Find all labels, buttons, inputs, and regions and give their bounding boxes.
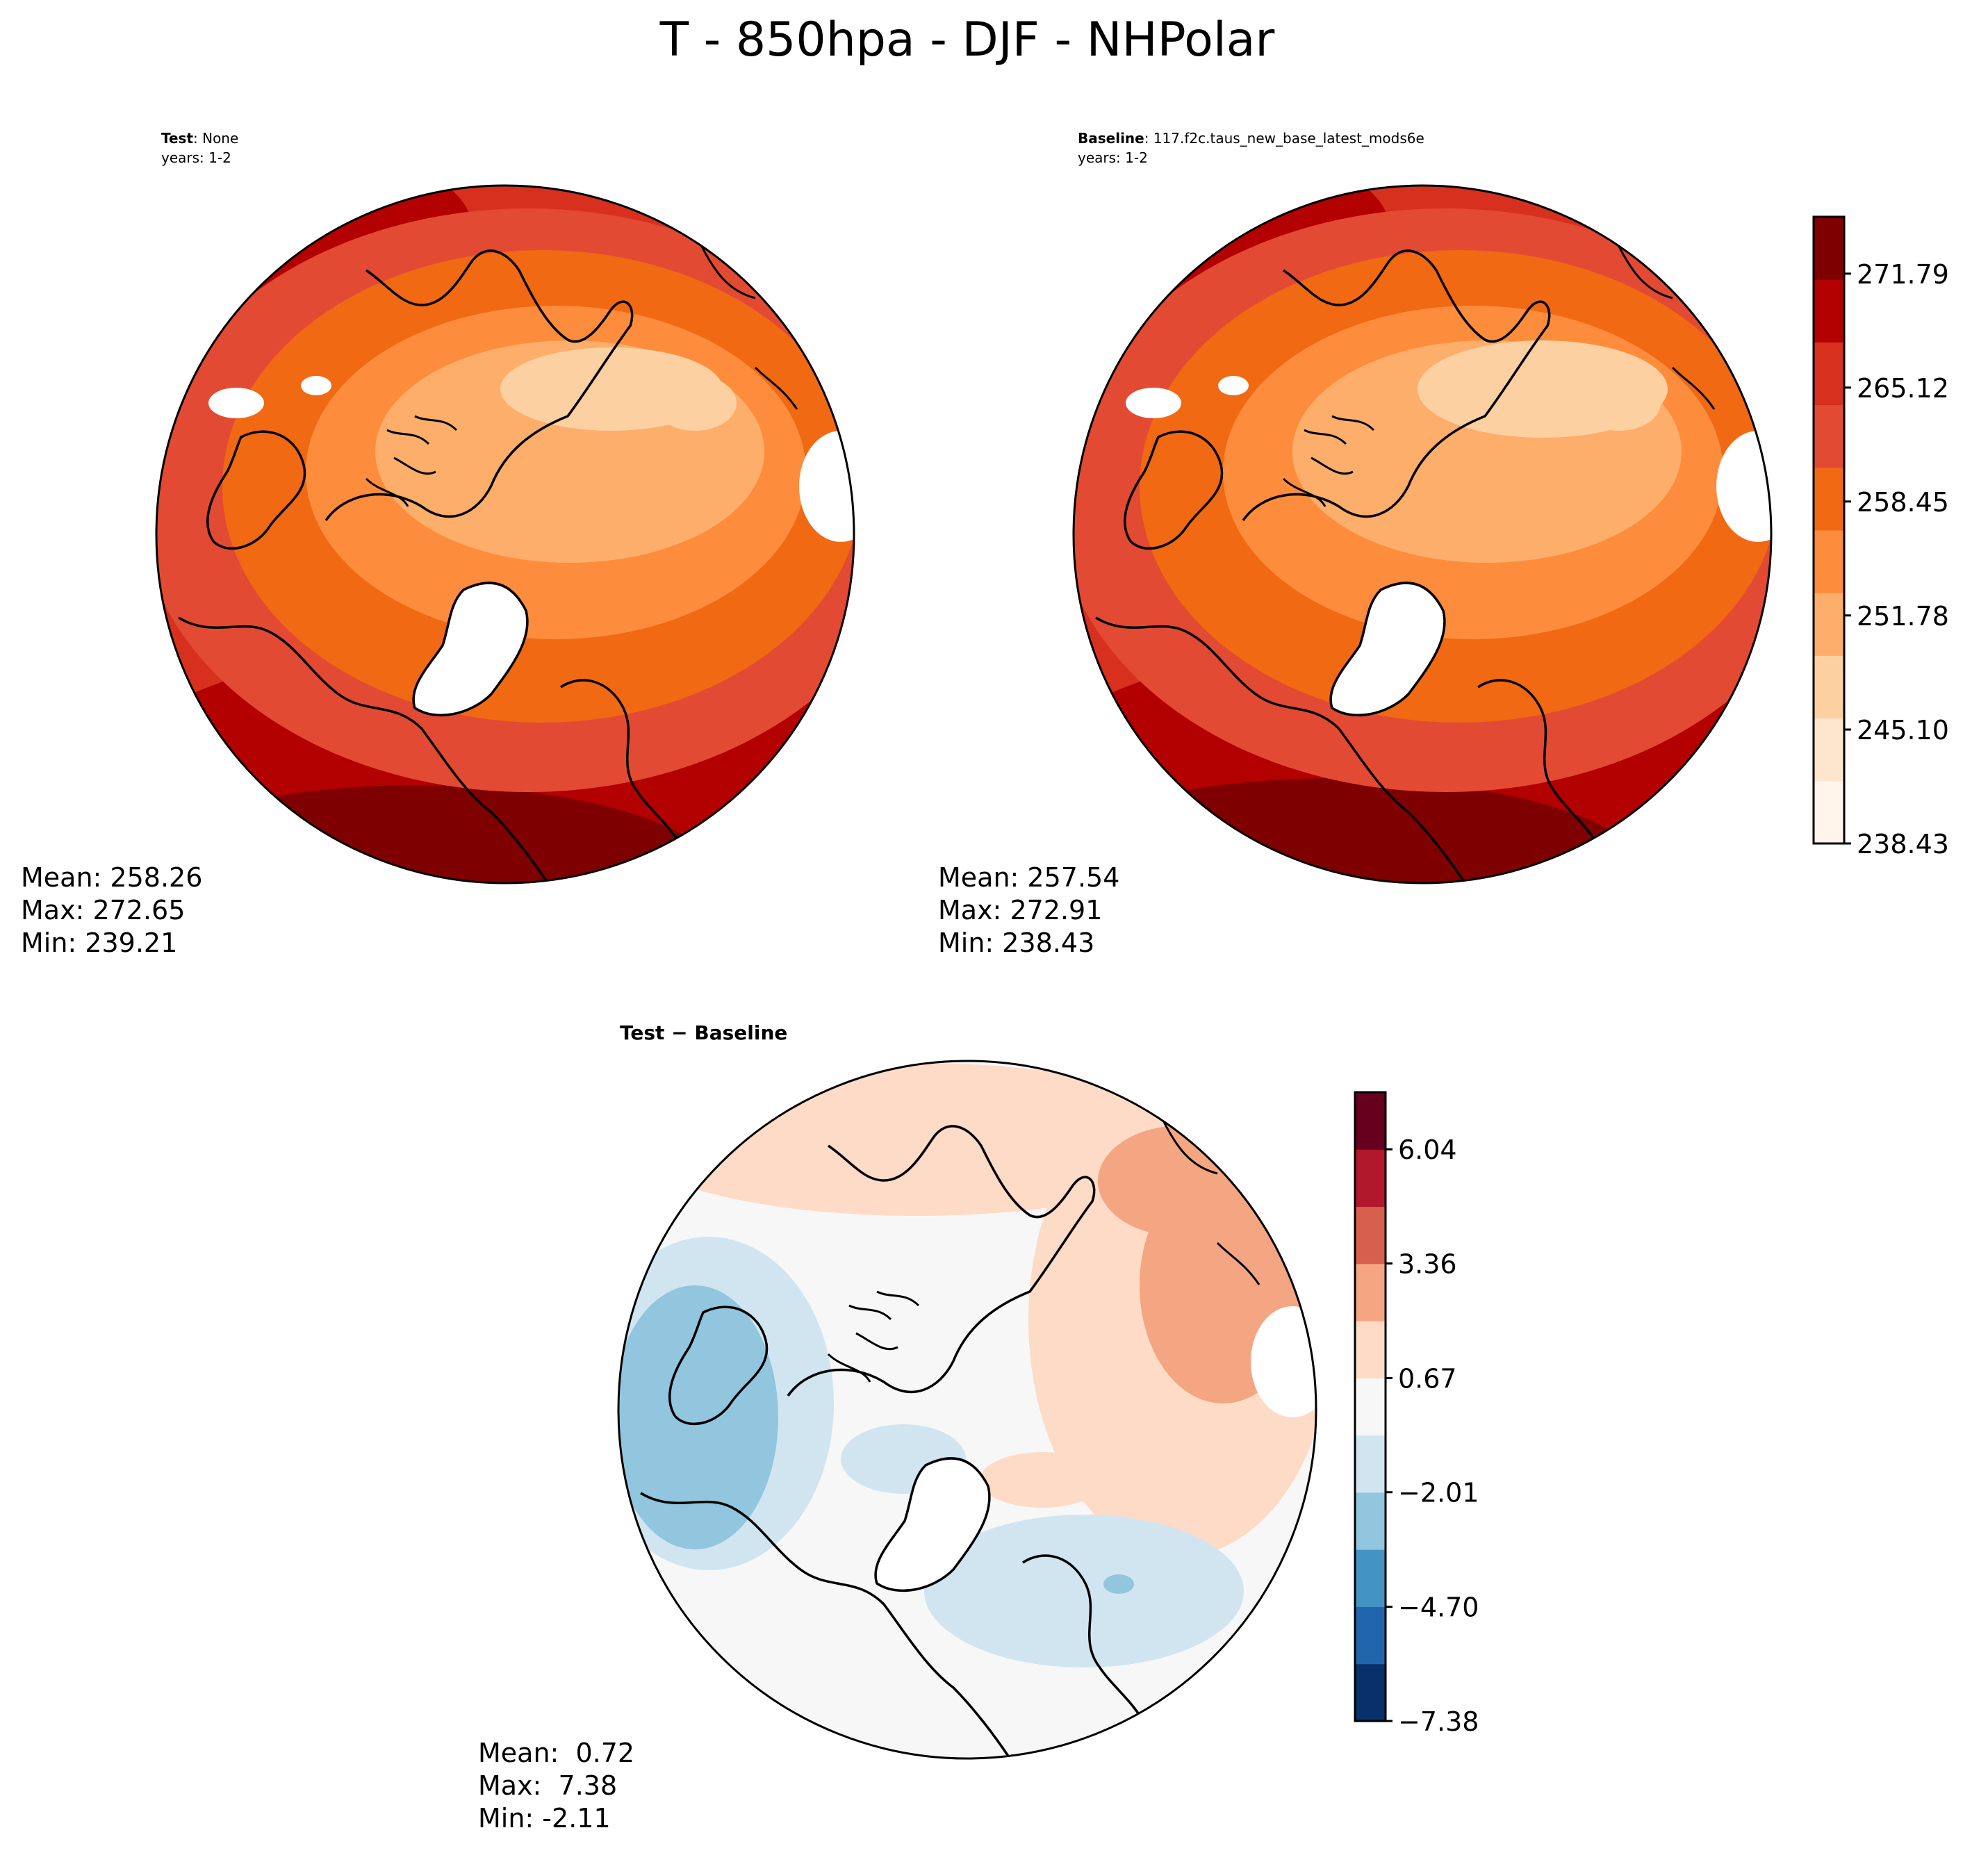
test-mean: Mean: 258.26 bbox=[21, 862, 202, 893]
difference-colorbar-band bbox=[1355, 1492, 1386, 1550]
test-label-rest: : None bbox=[193, 130, 238, 147]
difference-colorbar-band bbox=[1355, 1149, 1386, 1208]
difference-colorbar-tick-label: 6.04 bbox=[1398, 1135, 1457, 1165]
baseline-map bbox=[1074, 186, 1771, 883]
difference-colorbar-tick-label: −2.01 bbox=[1398, 1478, 1479, 1508]
difference-colorbar-band bbox=[1355, 1092, 1386, 1150]
baseline-map-boundary bbox=[1072, 184, 1773, 884]
difference-colorbar-band bbox=[1355, 1206, 1386, 1265]
difference-colorbar-band bbox=[1355, 1435, 1386, 1493]
baseline-colorbar-band bbox=[1814, 780, 1844, 844]
difference-min: Min: -2.11 bbox=[478, 1803, 611, 1834]
baseline-panel: Baseline: 117.f2c.taus_new_base_latest_m… bbox=[938, 130, 1949, 958]
test-min: Min: 239.21 bbox=[21, 928, 177, 958]
difference-colorbar-band bbox=[1355, 1263, 1386, 1321]
baseline-label-rest: : 117.f2c.taus_new_base_latest_mods6e bbox=[1144, 130, 1424, 147]
difference-colorbar-tick-label: −4.70 bbox=[1398, 1592, 1479, 1623]
baseline-colorbar-band bbox=[1814, 467, 1844, 531]
test-panel: Test: None years: 1-2 Mean: 258.26 Max: … bbox=[21, 130, 855, 958]
baseline-colorbar-tick-label: 238.43 bbox=[1857, 829, 1949, 859]
baseline-colorbar-tick-label: 265.12 bbox=[1857, 373, 1949, 404]
difference-colorbar-frame bbox=[1354, 1091, 1387, 1722]
difference-max: Max: 7.38 bbox=[478, 1770, 617, 1801]
baseline-colorbar-band bbox=[1814, 404, 1844, 468]
baseline-colorbar: 238.43 245.10 251.78 258.45 265.12 271.79 bbox=[1812, 215, 1949, 859]
baseline-label-bold: Baseline bbox=[1078, 130, 1144, 147]
baseline-mean: Mean: 257.54 bbox=[938, 862, 1119, 893]
baseline-colorbar-tick-label: 251.78 bbox=[1857, 601, 1949, 632]
test-max: Max: 272.65 bbox=[21, 895, 185, 925]
baseline-years: years: 1-2 bbox=[1078, 149, 1148, 166]
difference-mean: Mean: 0.72 bbox=[478, 1738, 634, 1768]
difference-colorbar-band bbox=[1355, 1321, 1386, 1378]
baseline-colorbar-tick-label: 245.10 bbox=[1857, 715, 1949, 746]
difference-colorbar-band bbox=[1355, 1606, 1386, 1665]
baseline-colorbar-tick-label: 271.79 bbox=[1857, 259, 1949, 290]
difference-colorbar-band bbox=[1355, 1663, 1386, 1722]
baseline-colorbar-band bbox=[1814, 279, 1844, 343]
difference-panel: Test − Baseline Mean: 0.72 Max: 7.38 Min… bbox=[478, 1021, 1479, 1834]
difference-colorbar-tick-label: −7.38 bbox=[1398, 1706, 1479, 1737]
baseline-colorbar-tick-label: 258.45 bbox=[1857, 487, 1949, 518]
difference-colorbar: −7.38 −4.70 −2.01 0.67 3.36 6.04 bbox=[1354, 1091, 1479, 1737]
baseline-colorbar-band bbox=[1814, 342, 1844, 406]
difference-colorbar-band bbox=[1355, 1549, 1386, 1607]
figure-title: T - 850hpa - DJF - NHPolar bbox=[659, 13, 1275, 67]
test-years: years: 1-2 bbox=[161, 149, 231, 166]
baseline-max: Max: 272.91 bbox=[938, 895, 1102, 925]
baseline-colorbar-band bbox=[1814, 530, 1844, 593]
difference-colorbar-tick-label: 3.36 bbox=[1398, 1249, 1457, 1279]
difference-map bbox=[618, 1061, 1316, 1759]
baseline-colorbar-band bbox=[1814, 217, 1844, 280]
baseline-min: Min: 238.43 bbox=[938, 928, 1094, 958]
baseline-colorbar-band bbox=[1814, 718, 1844, 782]
baseline-panel-label: Baseline: 117.f2c.taus_new_base_latest_m… bbox=[1078, 130, 1424, 147]
baseline-colorbar-band bbox=[1814, 655, 1844, 719]
difference-colorbar-tick-label: 0.67 bbox=[1398, 1363, 1457, 1394]
difference-colorbar-band bbox=[1355, 1378, 1386, 1436]
test-label-bold: Test bbox=[161, 130, 193, 147]
test-panel-label: Test: None bbox=[161, 130, 238, 147]
difference-panel-label: Test − Baseline bbox=[620, 1021, 787, 1044]
baseline-colorbar-frame bbox=[1812, 215, 1846, 845]
difference-map-boundary bbox=[617, 1060, 1317, 1760]
test-map-boundary bbox=[155, 184, 855, 884]
baseline-colorbar-band bbox=[1814, 593, 1844, 656]
